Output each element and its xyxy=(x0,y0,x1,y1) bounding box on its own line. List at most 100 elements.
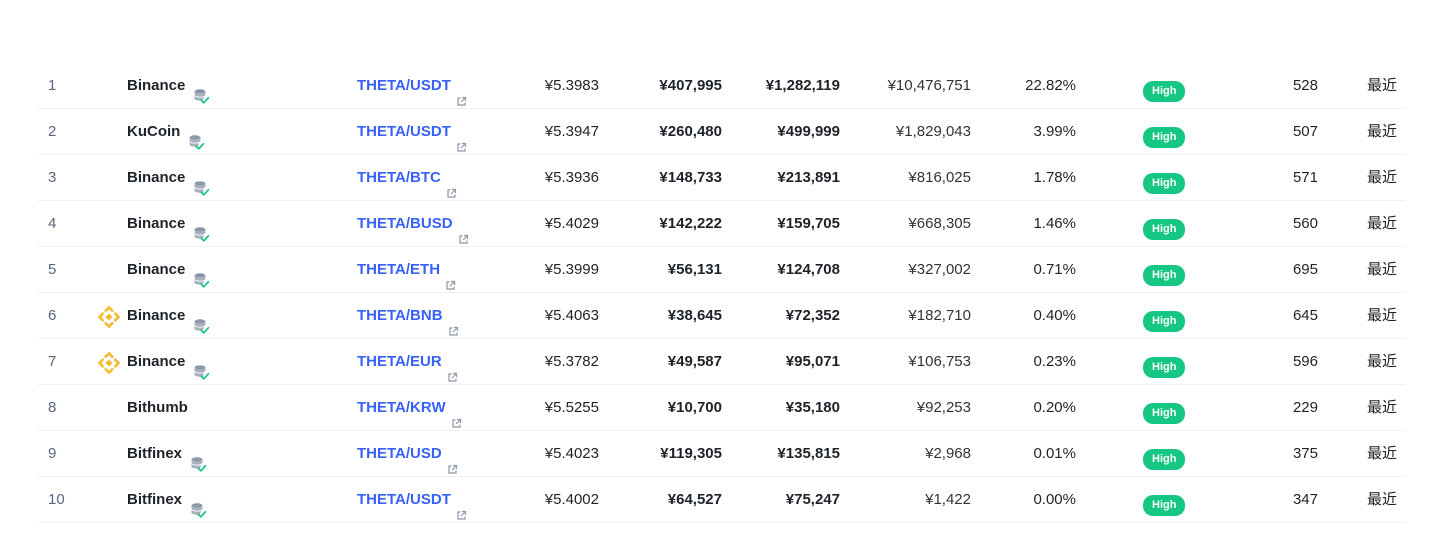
updated-cell: 最近 xyxy=(1366,353,1397,370)
price-cell: ¥5.4063 xyxy=(544,307,599,324)
pair-label: THETA/USDT xyxy=(357,77,451,94)
depth-minus-cell: ¥159,705 xyxy=(777,215,840,232)
price-cell: ¥5.3936 xyxy=(544,169,599,186)
price-cell: ¥5.4023 xyxy=(544,445,599,462)
pair-link[interactable]: THETA/ETH xyxy=(357,247,456,292)
rank-cell: 6 xyxy=(48,307,57,324)
confidence-cell: High xyxy=(1143,339,1186,384)
exchange-name: Bithumb xyxy=(127,399,188,416)
exchange-name: Binance xyxy=(127,261,186,278)
exchange-link[interactable]: Binance xyxy=(127,201,210,246)
updated-cell: 最近 xyxy=(1366,169,1397,186)
rank-cell: 3 xyxy=(48,169,57,186)
confidence-badge: High xyxy=(1143,219,1186,240)
updated-cell: 最近 xyxy=(1366,261,1397,278)
exchange-name: KuCoin xyxy=(127,123,181,140)
liquidity-cell: 645 xyxy=(1292,307,1318,324)
table-row[interactable]: 3 Binance THETA/BTC ¥5.3936 ¥148,733 ¥213,891… xyxy=(38,155,1406,201)
confidence-badge: High xyxy=(1143,495,1186,516)
pair-label: THETA/USDT xyxy=(357,123,451,140)
confidence-cell: High xyxy=(1143,109,1186,154)
external-link-icon xyxy=(448,310,459,336)
volume-cell: ¥92,253 xyxy=(916,399,971,416)
table-row[interactable]: 5 Binance THETA/ETH ¥5.3999 ¥56,131 ¥124,708 ¥… xyxy=(38,247,1406,293)
liquidity-cell: 596 xyxy=(1292,353,1318,370)
exchange-link[interactable]: KuCoin xyxy=(127,109,205,154)
depth-minus-cell: ¥95,071 xyxy=(785,353,840,370)
table-row[interactable]: 10 Bitfinex THETA/USDT ¥5.4002 ¥64,527 ¥75,24… xyxy=(38,477,1406,523)
pair-label: THETA/KRW xyxy=(357,399,446,416)
updated-cell: 最近 xyxy=(1366,399,1397,416)
exchange-link[interactable]: Binance xyxy=(127,339,210,384)
depth-minus-cell: ¥124,708 xyxy=(777,261,840,278)
confidence-badge: High xyxy=(1143,127,1186,148)
table-row[interactable]: 1 Binance THETA/USDT ¥5.3983 ¥407,995 ¥1,282,… xyxy=(38,63,1406,109)
database-verified-icon xyxy=(190,446,207,472)
pair-label: THETA/EUR xyxy=(357,353,442,370)
depth-minus-cell: ¥72,352 xyxy=(785,307,840,324)
price-cell: ¥5.4029 xyxy=(544,215,599,232)
confidence-cell: High xyxy=(1143,431,1186,476)
table-row[interactable]: 8 Bithumb THETA/KRW ¥5.5255 ¥10,700 ¥35,180 ¥9… xyxy=(38,385,1406,431)
confidence-badge: High xyxy=(1143,449,1186,470)
confidence-badge: High xyxy=(1143,81,1186,102)
pair-link[interactable]: THETA/USDT xyxy=(357,109,467,154)
depth-plus-cell: ¥148,733 xyxy=(659,169,722,186)
rank-cell: 1 xyxy=(48,77,57,94)
exchange-link[interactable]: Binance xyxy=(127,293,210,338)
depth-minus-cell: ¥499,999 xyxy=(777,123,840,140)
exchange-name: Binance xyxy=(127,77,186,94)
database-verified-icon xyxy=(193,354,210,380)
liquidity-cell: 229 xyxy=(1292,399,1318,416)
depth-plus-cell: ¥49,587 xyxy=(667,353,722,370)
volume-cell: ¥182,710 xyxy=(908,307,971,324)
price-cell: ¥5.3983 xyxy=(544,77,599,94)
table-row[interactable]: 6 Binance THETA/BNB ¥5.4063 ¥38,645 ¥72,352 ¥1… xyxy=(38,293,1406,339)
table-row[interactable]: 7 Binance THETA/EUR ¥5.3782 ¥49,587 ¥95,071 ¥1… xyxy=(38,339,1406,385)
database-verified-icon xyxy=(193,216,210,242)
pair-link[interactable]: THETA/EUR xyxy=(357,339,458,384)
table-row[interactable]: 4 Binance THETA/BUSD ¥5.4029 ¥142,222 ¥159,70… xyxy=(38,201,1406,247)
table-row[interactable]: 2 KuCoin THETA/USDT ¥5.3947 ¥260,480 ¥499,999… xyxy=(38,109,1406,155)
external-link-icon xyxy=(446,172,457,198)
pair-link[interactable]: THETA/BUSD xyxy=(357,201,469,246)
database-verified-icon xyxy=(190,492,207,518)
volume-cell: ¥10,476,751 xyxy=(887,77,971,94)
database-verified-icon xyxy=(193,170,210,196)
exchange-name: Binance xyxy=(127,215,186,232)
depth-plus-cell: ¥260,480 xyxy=(659,123,722,140)
external-link-icon xyxy=(456,126,467,152)
pair-link[interactable]: THETA/USD xyxy=(357,431,458,476)
exchange-name: Binance xyxy=(127,353,186,370)
exchange-link[interactable]: Bitfinex xyxy=(127,431,207,476)
external-link-icon xyxy=(445,264,456,290)
pair-label: THETA/BNB xyxy=(357,307,443,324)
database-verified-icon xyxy=(193,308,210,334)
depth-minus-cell: ¥1,282,119 xyxy=(765,77,840,94)
depth-plus-cell: ¥119,305 xyxy=(660,445,722,462)
table-row[interactable]: 9 Bitfinex THETA/USD ¥5.4023 ¥119,305 ¥135,81… xyxy=(38,431,1406,477)
exchange-link[interactable]: Binance xyxy=(127,63,210,108)
confidence-badge: High xyxy=(1143,265,1186,286)
pair-link[interactable]: THETA/BTC xyxy=(357,155,457,200)
depth-plus-cell: ¥56,131 xyxy=(667,261,722,278)
exchange-link[interactable]: Binance xyxy=(127,155,210,200)
pair-link[interactable]: THETA/USDT xyxy=(357,63,467,108)
confidence-badge: High xyxy=(1143,403,1186,424)
liquidity-cell: 695 xyxy=(1292,261,1318,278)
rank-cell: 4 xyxy=(48,215,57,232)
price-cell: ¥5.3947 xyxy=(544,123,599,140)
pair-label: THETA/USD xyxy=(357,445,442,462)
exchange-link[interactable]: Bithumb xyxy=(127,385,188,430)
database-verified-icon xyxy=(193,78,210,104)
exchange-link[interactable]: Binance xyxy=(127,247,210,292)
volume-cell: ¥2,968 xyxy=(925,445,971,462)
volume-share-cell: 0.01% xyxy=(1033,445,1076,462)
volume-share-cell: 0.23% xyxy=(1033,353,1076,370)
exchange-name: Binance xyxy=(127,169,186,186)
pair-link[interactable]: THETA/BNB xyxy=(357,293,459,338)
price-cell: ¥5.3782 xyxy=(544,353,599,370)
pair-link[interactable]: THETA/KRW xyxy=(357,385,462,430)
markets-table: 1 Binance THETA/USDT ¥5.3983 ¥407,995 ¥1,282,… xyxy=(38,63,1406,523)
volume-share-cell: 0.71% xyxy=(1033,261,1076,278)
